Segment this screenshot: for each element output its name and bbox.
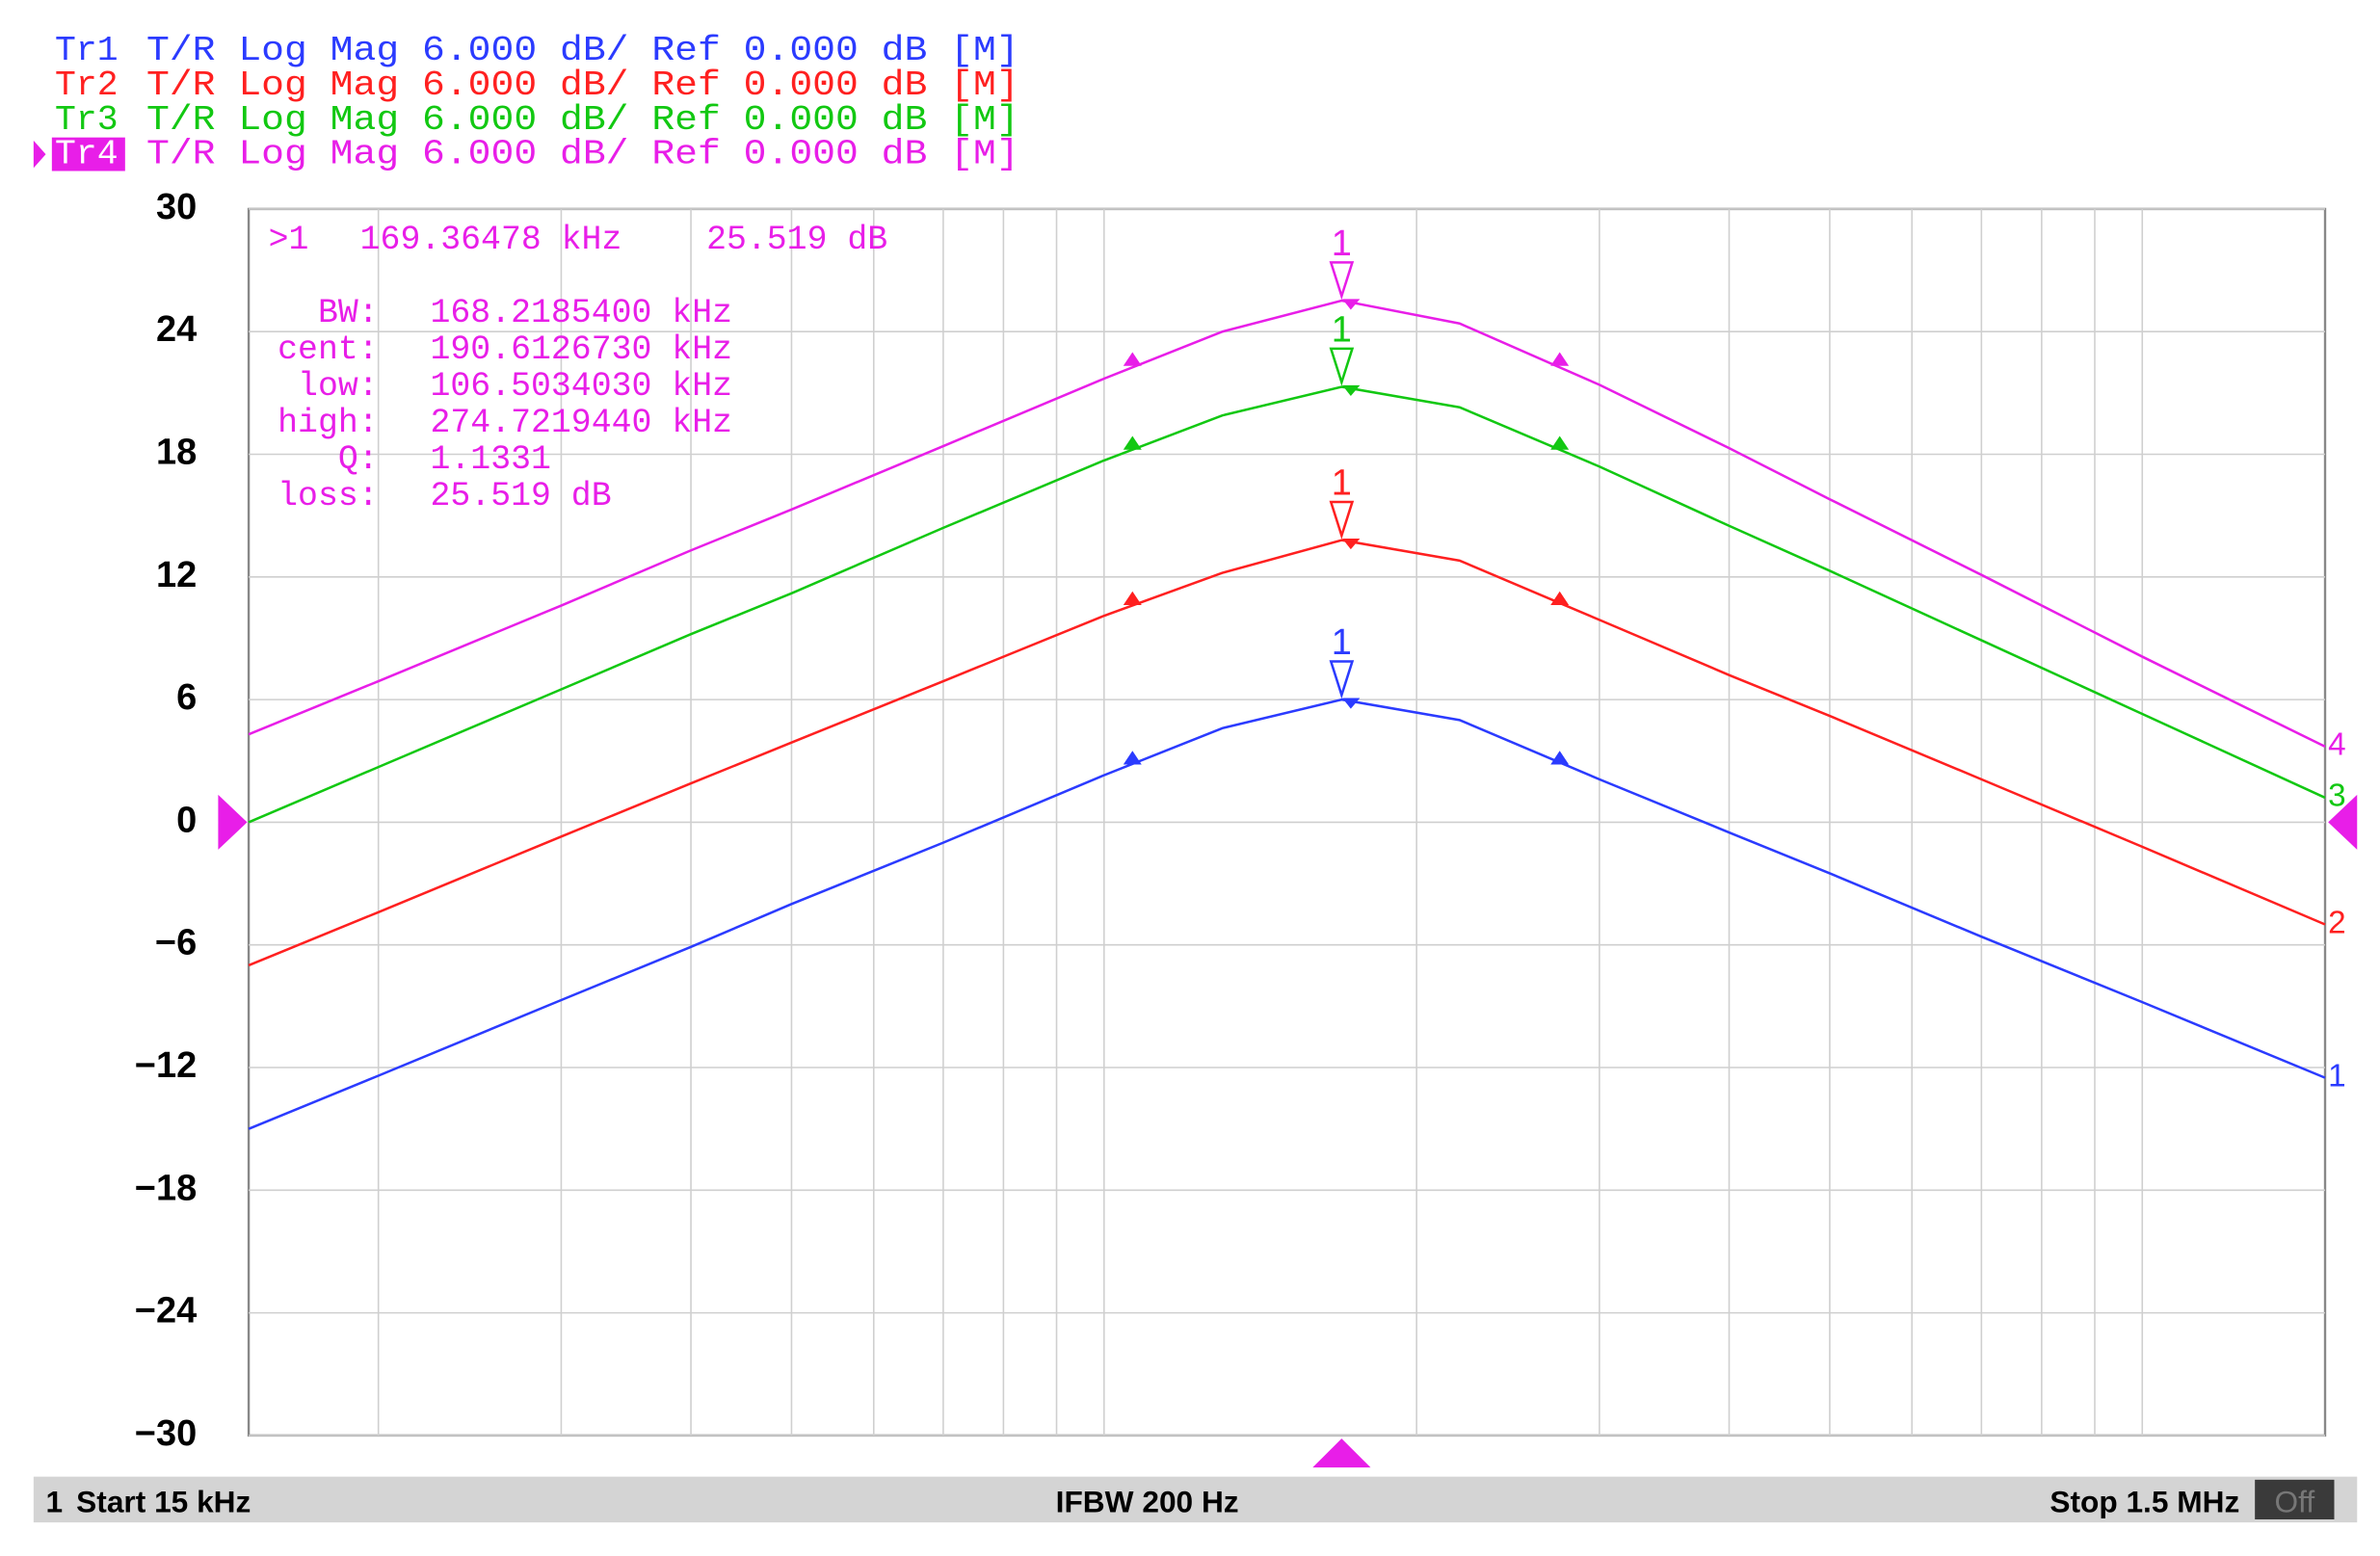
y-tick-label: 18 xyxy=(156,433,197,473)
legend-name: Tr2 xyxy=(55,66,119,105)
marker-active xyxy=(1342,698,1361,709)
stat-label: BW: xyxy=(318,295,379,332)
start-frequency: Start 15 kHz xyxy=(76,1485,251,1519)
status-box xyxy=(2255,1479,2335,1519)
stat-value: 25.519 dB xyxy=(431,478,612,515)
status: Off xyxy=(2275,1485,2315,1519)
stimulus-marker xyxy=(1312,1438,1371,1468)
active-trace-pointer xyxy=(33,140,46,169)
legend-name: Tr4 xyxy=(55,135,119,174)
bw-marker xyxy=(1123,591,1142,605)
stat-label: high: xyxy=(278,405,379,442)
marker-peak xyxy=(1329,660,1355,699)
trace-end-label: 4 xyxy=(2328,727,2346,763)
stop-frequency: Stop 1.5 MHz xyxy=(2049,1485,2239,1519)
readout-response: 25.519 dB xyxy=(706,222,887,259)
y-tick-label: −6 xyxy=(155,923,197,963)
bw-marker xyxy=(1550,352,1570,366)
marker-active xyxy=(1342,539,1361,550)
trace-line xyxy=(248,299,2326,749)
bw-marker xyxy=(1123,352,1142,366)
y-tick-label: 0 xyxy=(176,800,197,840)
legend-format: T/R Log Mag 6.000 dB/ Ref 0.000 dB [M] xyxy=(146,31,1019,70)
y-tick-label: −30 xyxy=(135,1413,197,1454)
ref-level-left xyxy=(218,794,248,850)
stat-label: low: xyxy=(298,368,379,406)
readout-id: >1 xyxy=(269,222,309,259)
y-tick-label: 6 xyxy=(176,677,197,718)
trace-end-label: 1 xyxy=(2328,1058,2346,1094)
channel-number: 1 xyxy=(45,1485,63,1519)
stat-value: 1.1331 xyxy=(431,441,551,479)
ref-level-right xyxy=(2328,794,2358,850)
y-tick-label: 30 xyxy=(156,187,197,227)
stat-label: cent: xyxy=(278,331,379,369)
stat-value: 168.2185400 kHz xyxy=(431,295,733,332)
stat-label: Q: xyxy=(338,441,379,479)
bw-marker xyxy=(1550,435,1570,450)
trace-line xyxy=(248,385,2326,824)
readout-stimulus: 169.36478 kHz xyxy=(360,222,622,259)
marker-peak xyxy=(1329,261,1355,301)
marker-label: 1 xyxy=(1332,622,1352,663)
footer-bar xyxy=(33,1476,2358,1523)
marker-label: 1 xyxy=(1332,310,1352,351)
y-tick-label: 24 xyxy=(156,309,197,350)
legend-format: T/R Log Mag 6.000 dB/ Ref 0.000 dB [M] xyxy=(146,100,1019,140)
bw-marker xyxy=(1550,751,1570,765)
marker-active xyxy=(1342,299,1361,310)
trace-end-label: 2 xyxy=(2328,905,2346,940)
marker-peak xyxy=(1329,347,1355,386)
legend-name: Tr3 xyxy=(55,100,119,140)
active-trace-highlight xyxy=(51,137,125,171)
trace-end-label: 3 xyxy=(2328,778,2346,814)
stat-value: 106.5034030 kHz xyxy=(431,368,733,406)
legend-format: T/R Log Mag 6.000 dB/ Ref 0.000 dB [M] xyxy=(146,135,1019,174)
legend-format: T/R Log Mag 6.000 dB/ Ref 0.000 dB [M] xyxy=(146,66,1019,105)
bw-marker xyxy=(1123,435,1142,450)
stat-label: loss: xyxy=(278,478,379,515)
marker-label: 1 xyxy=(1332,224,1352,264)
marker-active xyxy=(1342,384,1361,397)
legend-name: Tr1 xyxy=(55,31,119,70)
if-bandwidth: IFBW 200 Hz xyxy=(1056,1485,1239,1519)
y-tick-label: −24 xyxy=(135,1291,197,1332)
bw-marker xyxy=(1550,591,1570,605)
stat-value: 274.7219440 kHz xyxy=(431,405,733,442)
marker-peak xyxy=(1329,500,1355,541)
trace-line xyxy=(248,539,2326,967)
y-tick-label: −18 xyxy=(135,1168,197,1208)
y-tick-label: 12 xyxy=(156,555,197,595)
trace-line xyxy=(248,698,2326,1130)
bw-marker xyxy=(1123,751,1142,765)
stat-value: 190.6126730 kHz xyxy=(431,331,733,369)
y-tick-label: −12 xyxy=(135,1045,197,1086)
marker-label: 1 xyxy=(1332,463,1352,504)
